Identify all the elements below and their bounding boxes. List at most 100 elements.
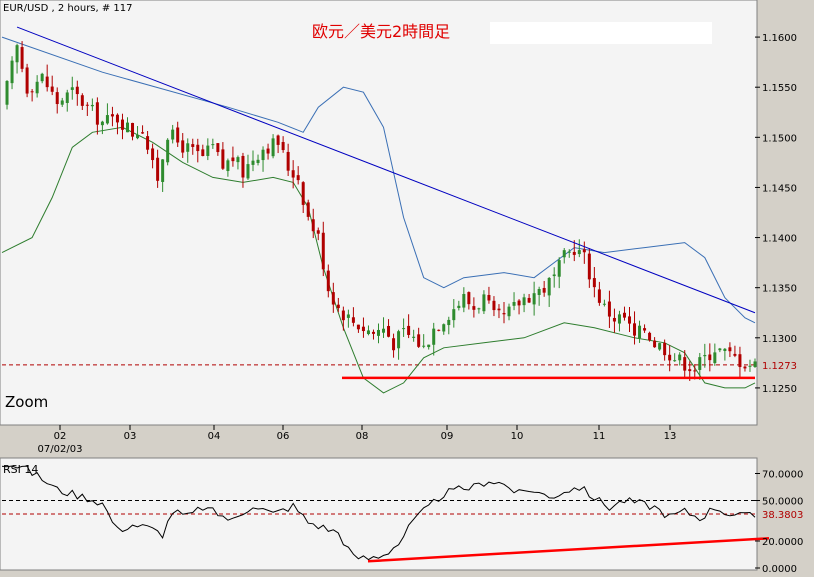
candle-body: [452, 309, 456, 321]
candle-body: [311, 219, 315, 232]
candle-body: [733, 353, 737, 356]
candle-body: [201, 149, 205, 157]
candle-body: [351, 317, 355, 323]
downtrend-line: [16, 26, 756, 314]
candle-body: [246, 164, 250, 179]
candle-body: [527, 297, 531, 303]
candle-body: [753, 361, 757, 367]
candle-body: [176, 127, 180, 143]
candle-body: [602, 303, 606, 305]
candle-body: [638, 325, 642, 339]
candle-body: [120, 119, 124, 130]
candle-body: [361, 326, 365, 332]
candle-body: [723, 348, 727, 352]
candle-body: [261, 149, 265, 161]
candle-body: [617, 314, 621, 324]
candle-body: [738, 354, 742, 368]
candle-body: [502, 313, 506, 315]
candle-body: [171, 129, 175, 140]
rsi-tick-label: 70.0000: [762, 470, 803, 481]
candle-body: [301, 182, 305, 205]
candle-body: [95, 102, 99, 125]
candle-body: [281, 142, 285, 151]
candle-body: [326, 270, 330, 292]
candle-body: [271, 138, 275, 157]
candle-body: [316, 230, 320, 234]
candle-body: [688, 369, 692, 372]
candle-body: [407, 325, 411, 335]
candle-body: [432, 328, 436, 345]
zoom-button[interactable]: Zoom: [5, 393, 48, 411]
symbol-label: EUR/USD , 2 hours, # 117: [3, 3, 133, 14]
candle-body: [693, 370, 697, 372]
candle-body: [683, 357, 687, 371]
candle-body: [522, 297, 526, 306]
candle-body: [607, 301, 611, 317]
price-tick-label: 1.1600: [762, 33, 797, 44]
candle-body: [512, 302, 516, 306]
candle-body: [567, 251, 571, 253]
candle-body: [713, 352, 717, 364]
rsi-panel: [0, 457, 758, 571]
candle-body: [643, 328, 647, 331]
time-tick-label: 10: [511, 431, 524, 442]
price-tick-label: 1.1300: [762, 334, 797, 345]
candle-body: [211, 144, 215, 146]
chart-title: 欧元／美元2時間足: [312, 22, 450, 41]
candle-body: [60, 100, 64, 105]
time-tick-label: 13: [664, 431, 677, 442]
candle-body: [346, 314, 350, 318]
candle-body: [447, 319, 451, 326]
candle-body: [673, 360, 677, 362]
candle-body: [80, 95, 84, 106]
candle-body: [557, 260, 561, 277]
time-tick-label: 02: [54, 431, 67, 442]
candle-body: [241, 155, 245, 178]
price-panel: [0, 0, 758, 426]
candle-body: [266, 148, 270, 154]
rsi-uptrend-line: [367, 537, 770, 563]
rsi-tick-label: 0.0000: [762, 564, 797, 573]
time-tick-label: 09: [441, 431, 454, 442]
candle-body: [331, 292, 335, 305]
candle-body: [166, 139, 170, 163]
upper-bollinger-band: [1, 36, 756, 324]
candle-body: [412, 336, 416, 338]
candle-body: [678, 354, 682, 361]
candle-body: [156, 157, 160, 181]
candle-body: [146, 136, 150, 150]
price-tick-label: 1.1550: [762, 83, 797, 94]
candle-body: [547, 278, 551, 296]
candles-layer: [5, 41, 757, 381]
rsi-tick-label: 20.0000: [762, 537, 803, 548]
candle-body: [442, 324, 446, 332]
candle-body: [226, 160, 230, 172]
candle-body: [467, 292, 471, 305]
candle-body: [100, 121, 104, 126]
candle-body: [90, 104, 94, 107]
candle-body: [382, 328, 386, 333]
rsi-tick-label: 50.0000: [762, 497, 803, 508]
candle-body: [532, 293, 536, 305]
candle-body: [336, 304, 340, 309]
candle-body: [110, 114, 114, 117]
candle-body: [592, 278, 596, 288]
candle-body: [497, 308, 501, 311]
candle-body: [40, 73, 44, 82]
candle-body: [306, 202, 310, 217]
candle-body: [5, 80, 9, 105]
rsi-layer: [1, 465, 770, 563]
candle-body: [341, 310, 345, 321]
candle-body: [216, 143, 220, 153]
candle-body: [718, 348, 722, 351]
candle-body: [25, 67, 29, 94]
candle-body: [221, 149, 225, 169]
candle-body: [597, 289, 601, 303]
rsi-line: [1, 465, 756, 561]
candle-body: [236, 157, 240, 163]
candle-body: [457, 305, 461, 309]
candle-body: [658, 343, 662, 350]
candle-body: [366, 330, 370, 335]
candle-body: [622, 312, 626, 318]
